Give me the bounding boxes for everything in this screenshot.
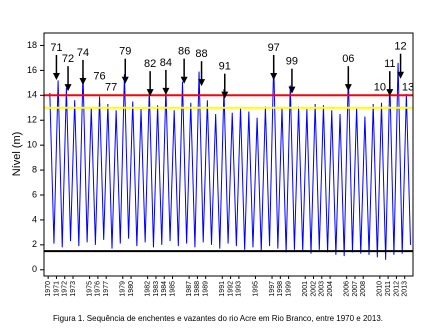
y-tick-label: 10 — [27, 140, 37, 150]
annotation-arrowhead — [198, 79, 206, 87]
annotation-label: 12 — [394, 41, 406, 53]
y-tick-label: 16 — [27, 65, 37, 75]
annotation-label: 13 — [402, 82, 414, 94]
x-tick-label: 1995 — [252, 281, 259, 297]
annotation-label: 82 — [144, 58, 156, 70]
x-tick-label: 2006 — [344, 281, 351, 297]
annotation-label: 86 — [178, 46, 190, 58]
annotation-label: 74 — [77, 47, 89, 59]
x-tick-label: 1999 — [285, 281, 292, 297]
annotation-label: 77 — [105, 82, 117, 94]
x-tick-label: 2001 — [302, 281, 309, 297]
annotation-arrowhead — [344, 84, 352, 92]
x-tick-label: 1977 — [103, 281, 110, 297]
annotation-label: 76 — [93, 71, 105, 83]
y-axis-label: Nível (m) — [11, 132, 23, 177]
x-tick-label: 1985 — [169, 281, 176, 297]
y-tick-label: 4 — [32, 214, 37, 224]
annotation-label: 10 — [374, 82, 386, 94]
x-tick-label: 1980 — [128, 281, 135, 297]
x-tick-label: 1982 — [144, 281, 151, 297]
x-tick-label: 1997 — [269, 281, 276, 297]
y-tick-label: 18 — [27, 40, 37, 50]
annotation-label: 79 — [119, 46, 131, 58]
x-tick-label: 2003 — [319, 281, 326, 297]
annotation-arrowhead — [146, 89, 154, 97]
annotation-arrowhead — [386, 89, 394, 97]
annotation-arrowhead — [270, 72, 278, 80]
y-tick-label: 0 — [32, 264, 37, 274]
annotation-label: 72 — [62, 53, 74, 65]
x-tick-label: 1992 — [227, 281, 234, 297]
x-tick-label: 2012 — [393, 281, 400, 297]
x-tick-label: 1975 — [86, 281, 93, 297]
annotation-arrowhead — [121, 76, 129, 84]
annotation-arrowhead — [79, 77, 87, 85]
annotation-label: 06 — [342, 53, 354, 65]
x-tick-label: 2007 — [352, 281, 359, 297]
caption: Figura 1. Sequência de enchentes e vazan… — [53, 314, 383, 323]
annotation-arrowhead — [162, 87, 170, 95]
x-tick-label: 1976 — [95, 281, 102, 297]
x-tick-label: 2010 — [377, 281, 384, 297]
annotation-label: 84 — [160, 57, 172, 69]
x-tick-label: 2011 — [385, 281, 392, 296]
y-tick-label: 8 — [32, 164, 37, 174]
x-tick-label: 1987 — [186, 281, 193, 297]
x-tick-label: 2004 — [327, 281, 334, 297]
annotation-arrowhead — [64, 84, 72, 92]
annotation-label: 99 — [286, 56, 298, 68]
y-tick-label: 6 — [32, 189, 37, 199]
annotation-label: 91 — [219, 61, 231, 73]
y-tick-label: 2 — [32, 239, 37, 249]
annotation-arrowhead — [397, 71, 405, 79]
y-tick-label: 14 — [27, 90, 37, 100]
x-tick-label: 1998 — [277, 281, 284, 297]
x-tick-label: 2002 — [310, 281, 317, 297]
x-tick-label: 1988 — [194, 281, 201, 297]
y-tick-label: 12 — [27, 115, 37, 125]
x-tick-label: 2008 — [360, 281, 367, 297]
annotation-label: 11 — [384, 58, 395, 70]
annotation-label: 97 — [268, 42, 280, 54]
x-tick-label: 1989 — [203, 281, 210, 297]
plot-frame — [43, 32, 414, 277]
level-line — [49, 62, 412, 260]
x-tick-label: 2013 — [402, 281, 409, 297]
annotation-arrowhead — [221, 91, 229, 99]
x-tick-label: 1979 — [120, 281, 127, 297]
x-tick-label: 1970 — [45, 281, 52, 297]
x-tick-label: 1983 — [153, 281, 160, 297]
x-tick-label: 1991 — [219, 281, 226, 297]
x-tick-label: 1973 — [70, 281, 77, 297]
annotation-label: 71 — [50, 42, 62, 54]
x-tick-label: 1972 — [62, 281, 69, 297]
x-tick-label: 1993 — [236, 281, 243, 297]
annotation-arrowhead — [180, 76, 188, 84]
annotation-label: 88 — [195, 48, 207, 60]
annotation-arrowhead — [52, 72, 60, 80]
x-tick-label: 1984 — [161, 281, 168, 297]
annotation-arrowhead — [288, 86, 296, 94]
x-tick-label: 1971 — [53, 281, 60, 297]
